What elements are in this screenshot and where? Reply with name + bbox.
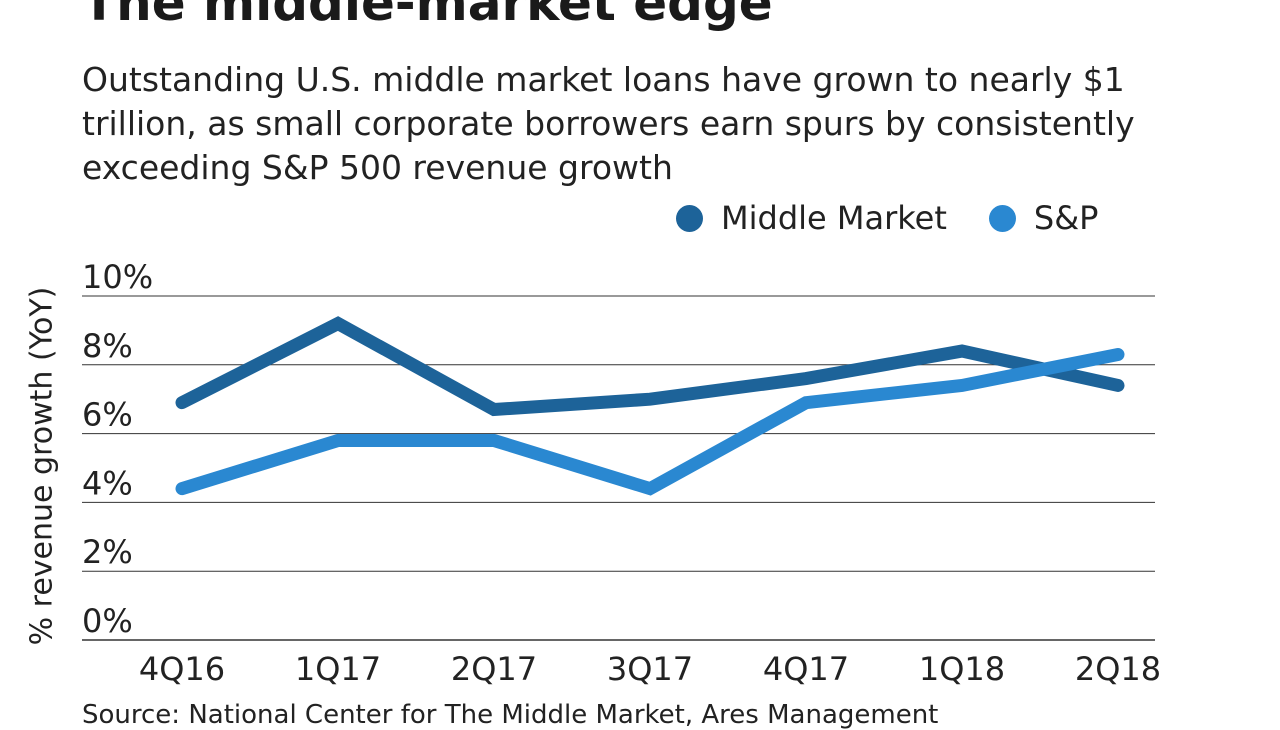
x-tick-label-2q17: 2Q17 bbox=[451, 650, 537, 688]
y-tick-label-6: 6% bbox=[82, 396, 133, 434]
x-tick-label-4q16: 4Q16 bbox=[139, 650, 225, 688]
source-note: Source: National Center for The Middle M… bbox=[82, 700, 938, 730]
x-tick-label-1q17: 1Q17 bbox=[295, 650, 381, 688]
x-tick-label-1q18: 1Q18 bbox=[919, 650, 1005, 688]
x-tick-label-4q17: 4Q17 bbox=[763, 650, 849, 688]
y-tick-label-2: 2% bbox=[82, 533, 133, 571]
x-tick-label-3q17: 3Q17 bbox=[607, 650, 693, 688]
x-tick-label-2q18: 2Q18 bbox=[1075, 650, 1161, 688]
y-tick-label-0: 0% bbox=[82, 602, 133, 640]
y-tick-label-8: 8% bbox=[82, 327, 133, 365]
series-line-s-p bbox=[182, 354, 1118, 488]
y-tick-label-4: 4% bbox=[82, 464, 133, 502]
y-tick-label-10: 10% bbox=[82, 258, 153, 296]
series-line-middle-market bbox=[182, 324, 1118, 410]
